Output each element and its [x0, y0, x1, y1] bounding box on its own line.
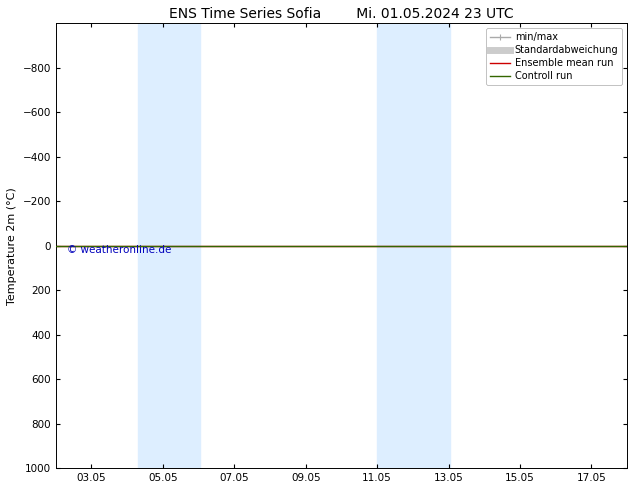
Y-axis label: Temperature 2m (°C): Temperature 2m (°C) — [7, 187, 17, 305]
Bar — [138, 24, 200, 468]
Title: ENS Time Series Sofia        Mi. 01.05.2024 23 UTC: ENS Time Series Sofia Mi. 01.05.2024 23 … — [169, 7, 514, 21]
Text: © weatheronline.de: © weatheronline.de — [67, 245, 172, 255]
Legend: min/max, Standardabweichung, Ensemble mean run, Controll run: min/max, Standardabweichung, Ensemble me… — [486, 28, 622, 85]
Bar — [377, 24, 450, 468]
